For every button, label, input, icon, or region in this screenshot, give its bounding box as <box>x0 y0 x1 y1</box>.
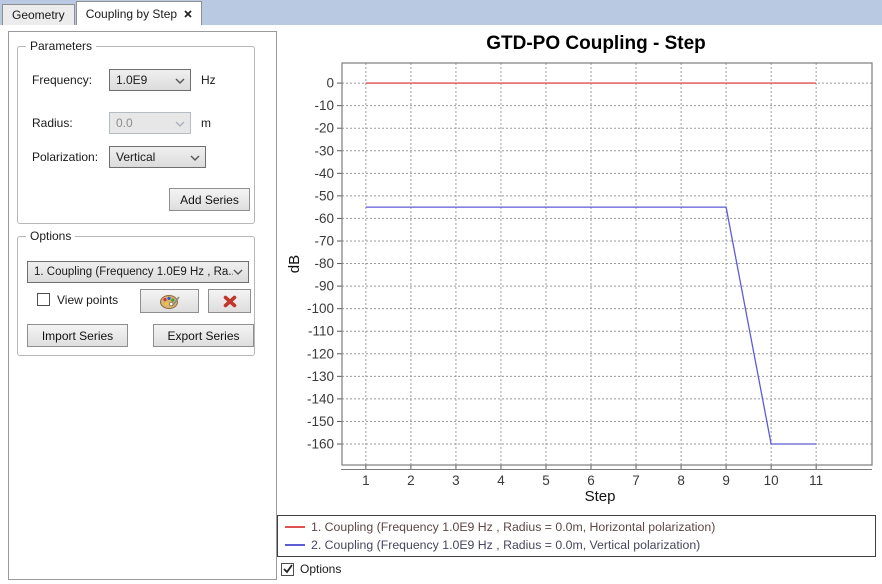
palette-icon <box>159 293 180 310</box>
svg-text:GTD-PO Coupling - Step: GTD-PO Coupling - Step <box>486 33 706 54</box>
svg-text:-20: -20 <box>314 121 334 136</box>
svg-text:9: 9 <box>722 473 730 488</box>
svg-text:dB: dB <box>286 255 303 273</box>
frequency-combobox[interactable]: 1.0E9 <box>109 69 191 91</box>
svg-text:-80: -80 <box>314 256 334 271</box>
svg-text:-140: -140 <box>307 391 334 406</box>
radius-value: 0.0 <box>116 116 133 130</box>
parameters-group-title: Parameters <box>26 39 97 53</box>
svg-text:-160: -160 <box>307 437 334 452</box>
import-series-button[interactable]: Import Series <box>27 324 128 347</box>
tab-label: Coupling by Step <box>85 6 178 21</box>
series-select-combobox[interactable]: 1. Coupling (Frequency 1.0E9 Hz , Ra... <box>27 261 249 283</box>
legend-entry-series1: 1. Coupling (Frequency 1.0E9 Hz , Radius… <box>285 520 875 534</box>
svg-text:-120: -120 <box>307 346 334 361</box>
polarization-value: Vertical <box>116 150 156 164</box>
checkmark-icon <box>282 564 293 574</box>
series-color-button[interactable] <box>140 289 199 313</box>
chevron-down-icon <box>190 150 200 164</box>
series2-line-swatch <box>285 544 305 546</box>
svg-text:8: 8 <box>677 473 685 488</box>
polarization-label: Polarization: <box>32 150 99 164</box>
options-checkbox[interactable] <box>281 562 294 576</box>
parameters-group: Parameters Frequency: 1.0E9 Hz Radius: 0… <box>17 39 255 224</box>
svg-text:3: 3 <box>452 473 460 488</box>
frequency-label: Frequency: <box>32 73 93 87</box>
radius-unit-label: m <box>201 116 211 130</box>
delete-x-icon <box>223 295 237 308</box>
control-panel: Parameters Frequency: 1.0E9 Hz Radius: 0… <box>8 31 277 580</box>
svg-text:-50: -50 <box>314 188 334 203</box>
tab-label: Geometry <box>12 8 65 22</box>
tab-close-icon[interactable] <box>184 9 192 18</box>
svg-text:-150: -150 <box>307 414 334 429</box>
svg-text:6: 6 <box>587 473 595 488</box>
legend-label-series2: 2. Coupling (Frequency 1.0E9 Hz , Radius… <box>311 538 701 552</box>
svg-text:11: 11 <box>809 473 823 488</box>
legend-entry-series2: 2. Coupling (Frequency 1.0E9 Hz , Radius… <box>285 538 875 552</box>
svg-text:Step: Step <box>585 488 616 505</box>
svg-text:4: 4 <box>497 473 505 488</box>
chevron-down-icon <box>233 266 243 278</box>
chart-legend: 1. Coupling (Frequency 1.0E9 Hz , Radius… <box>277 515 876 557</box>
svg-text:-40: -40 <box>314 166 334 181</box>
radius-label: Radius: <box>32 116 73 130</box>
svg-text:-10: -10 <box>314 98 334 113</box>
view-points-label: View points <box>57 293 119 307</box>
add-series-button[interactable]: Add Series <box>169 188 250 211</box>
options-toggle-row: Options <box>281 562 341 576</box>
svg-text:0: 0 <box>326 76 334 91</box>
radius-combobox: 0.0 <box>109 112 191 134</box>
svg-text:-30: -30 <box>314 143 334 158</box>
delete-series-button[interactable] <box>208 289 251 313</box>
options-checkbox-label: Options <box>300 562 342 576</box>
svg-text:2: 2 <box>407 473 415 488</box>
frequency-value: 1.0E9 <box>116 73 148 87</box>
tab-coupling-by-step[interactable]: Coupling by Step <box>75 1 203 25</box>
tab-bar: Geometry Coupling by Step <box>0 0 882 25</box>
frequency-unit-label: Hz <box>201 73 216 87</box>
series-select-value: 1. Coupling (Frequency 1.0E9 Hz , Ra... <box>34 266 233 278</box>
options-group-title: Options <box>26 229 76 243</box>
export-series-button[interactable]: Export Series <box>153 324 254 347</box>
tab-geometry[interactable]: Geometry <box>2 4 75 25</box>
svg-text:5: 5 <box>542 473 550 488</box>
chevron-down-icon <box>175 116 185 130</box>
svg-text:-70: -70 <box>314 233 334 248</box>
chevron-down-icon <box>175 73 185 87</box>
options-group: Options 1. Coupling (Frequency 1.0E9 Hz … <box>17 229 255 356</box>
series1-line-swatch <box>285 526 305 528</box>
svg-text:1: 1 <box>362 473 370 488</box>
svg-text:10: 10 <box>764 473 779 488</box>
svg-text:-130: -130 <box>307 369 334 384</box>
legend-label-series1: 1. Coupling (Frequency 1.0E9 Hz , Radius… <box>311 520 716 534</box>
view-points-checkbox[interactable] <box>37 293 50 306</box>
svg-text:-110: -110 <box>308 324 334 339</box>
svg-text:-60: -60 <box>314 211 334 226</box>
svg-text:7: 7 <box>632 473 640 488</box>
polarization-combobox[interactable]: Vertical <box>109 146 206 168</box>
svg-text:-90: -90 <box>314 279 334 294</box>
svg-text:-100: -100 <box>307 301 334 316</box>
